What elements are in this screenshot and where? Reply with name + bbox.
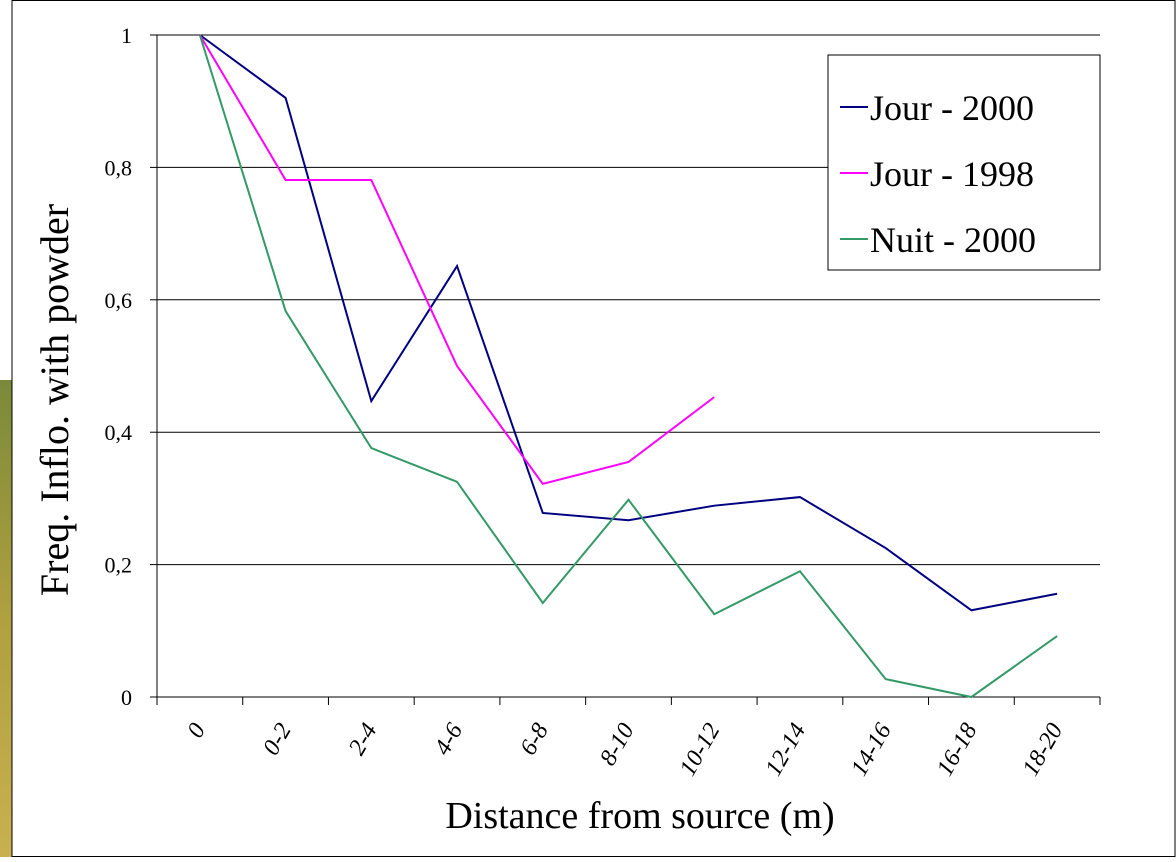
x-axis-title: Distance from source (m) [445,795,834,837]
y-tick-label: 0,2 [105,553,133,578]
series-line [199,34,715,485]
background-strip [0,380,14,857]
legend-box [827,54,1101,271]
y-tick-label: 0,4 [105,420,133,445]
legend-label: Jour - 1998 [870,154,1034,194]
series-line [199,34,1058,612]
y-tick-label: 0 [121,685,132,710]
legend-label: Nuit - 2000 [870,220,1036,260]
y-tick-label: 0,8 [105,155,133,180]
legend-label: Jour - 2000 [870,88,1034,128]
y-tick-label: 0,6 [105,288,133,313]
series-line [198,34,1058,699]
y-tick-label: 1 [121,23,132,48]
y-axis-title: Freq. Inflo. with powder [32,204,77,596]
